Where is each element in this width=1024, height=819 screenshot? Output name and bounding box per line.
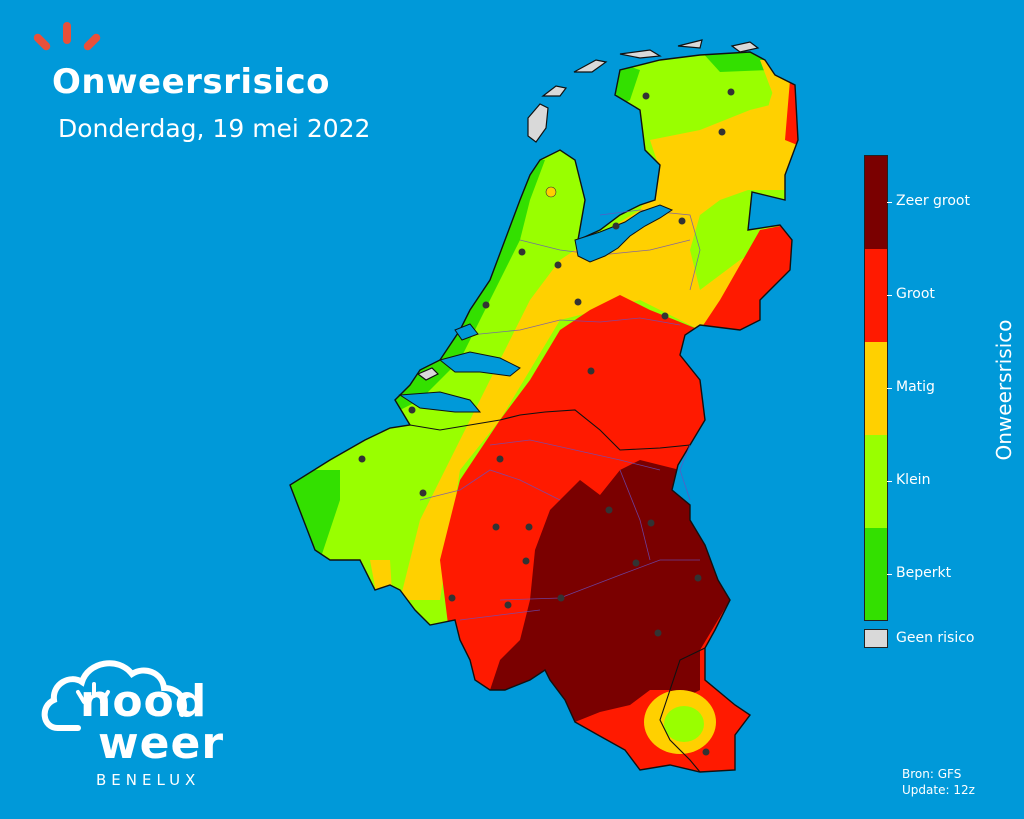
legend-swatch-geen-risico bbox=[864, 629, 888, 648]
source-update: Update: 12z bbox=[902, 783, 975, 797]
risk-legend: Zeer groot Groot Matig Klein Beperkt Gee… bbox=[864, 155, 1024, 655]
logo-wordmark-line1: nood bbox=[80, 676, 208, 727]
legend-swatch-klein bbox=[865, 435, 887, 528]
legend-label-geen-risico: Geen risico bbox=[896, 630, 975, 646]
logo-wordmark-line2: weer bbox=[98, 718, 225, 769]
noodweer-cloud-logo bbox=[41, 660, 187, 731]
water-bodies bbox=[398, 204, 674, 413]
sun-rays-icon bbox=[33, 22, 101, 51]
wadden-islands bbox=[416, 39, 760, 381]
forecast-date: Donderdag, 19 mei 2022 bbox=[58, 114, 371, 143]
legend-label-matig: Matig bbox=[896, 379, 935, 395]
source-note: Bron: GFS Update: 12z bbox=[902, 766, 975, 798]
legend-swatch-groot bbox=[865, 249, 887, 342]
legend-swatch-matig bbox=[865, 342, 887, 435]
border-nl-be bbox=[409, 409, 691, 451]
benelux-coastline bbox=[289, 51, 799, 773]
legend-label-zeer-groot: Zeer groot bbox=[896, 193, 970, 209]
legend-swatch-zeer-groot bbox=[865, 156, 887, 249]
source-model: Bron: GFS bbox=[902, 767, 962, 781]
legend-colorbar bbox=[864, 155, 888, 621]
benelux-land bbox=[290, 52, 798, 772]
legend-swatch-beperkt bbox=[865, 528, 887, 620]
city-markers bbox=[358, 88, 735, 756]
page-title: Onweersrisico bbox=[52, 62, 330, 102]
legend-axis-title: Onweersrisico bbox=[992, 319, 1016, 461]
logo-wordmark-benelux: BENELUX bbox=[96, 771, 201, 789]
legend-label-klein: Klein bbox=[896, 472, 931, 488]
border-be-lu bbox=[659, 647, 706, 773]
legend-label-beperkt: Beperkt bbox=[896, 565, 952, 581]
legend-label-groot: Groot bbox=[896, 286, 935, 302]
